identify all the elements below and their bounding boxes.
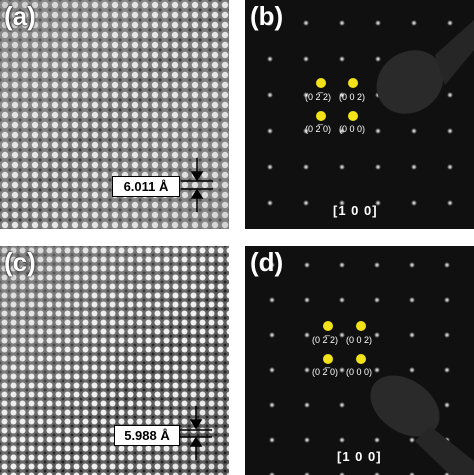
spot-label-b-1: (0 2̅ 2) bbox=[305, 92, 332, 102]
spot-label-d-4: (0 0 0) bbox=[346, 367, 373, 377]
panel-c-lattice-image: (c) 5.988 Å bbox=[0, 246, 229, 475]
panel-b-diffraction-pattern: (b) (0 2̅ 2) (0 0 2) (0 2̅ 0) (0 0 0) [1… bbox=[245, 0, 474, 229]
lattice-image-a bbox=[0, 0, 229, 229]
spot-label-b-2: (0 0 2) bbox=[339, 92, 366, 102]
highlighted-spots-d bbox=[323, 321, 366, 364]
spot-label-d-1: (0 2̅ 2) bbox=[312, 335, 339, 345]
panel-label-a: (a) bbox=[4, 1, 36, 31]
spot-label-d-3: (0 2̅ 0) bbox=[312, 367, 339, 377]
spot-label-b-3: (0 2̅ 0) bbox=[305, 124, 332, 134]
spacing-arrows-c bbox=[180, 406, 212, 460]
panel-d-diffraction-pattern: (d) (0 2̅ 2) (0 0 2) (0 2̅ 0) (0 0 0) [1… bbox=[245, 246, 474, 475]
panel-label-c: (c) bbox=[4, 247, 36, 277]
spacing-measurement-c: 5.988 Å bbox=[114, 425, 180, 446]
spot-label-d-2: (0 0 2) bbox=[346, 335, 373, 345]
zone-axis-b: [1 0 0] bbox=[333, 203, 378, 218]
highlighted-spots-b bbox=[316, 78, 358, 121]
panel-a-lattice-image: (a) 6.011 Å bbox=[0, 0, 229, 229]
zone-axis-d: [1 0 0] bbox=[337, 449, 382, 464]
spacing-arrows-a bbox=[181, 158, 213, 212]
diffraction-pattern-b bbox=[245, 0, 474, 229]
diffraction-pattern-d bbox=[245, 246, 474, 475]
panel-label-d: (d) bbox=[250, 247, 284, 277]
spot-label-b-4: (0 0 0) bbox=[339, 124, 366, 134]
panel-label-b: (b) bbox=[250, 1, 284, 31]
spacing-measurement-a: 6.011 Å bbox=[112, 176, 180, 197]
